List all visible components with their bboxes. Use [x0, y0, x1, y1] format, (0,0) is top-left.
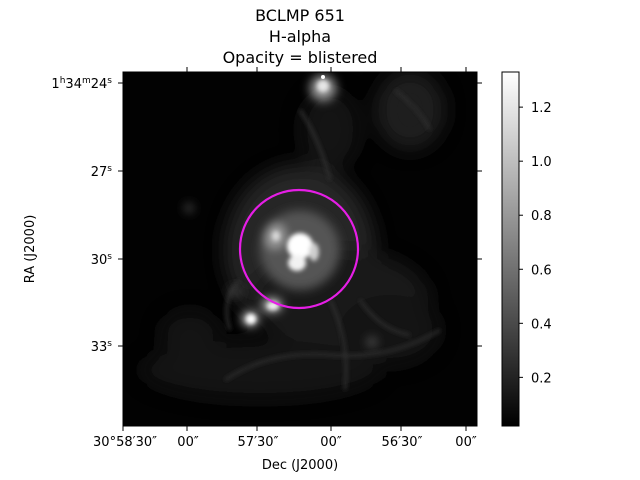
colorbar-tick-label: 1.0	[531, 155, 552, 170]
title-line-1: BCLMP 651	[255, 6, 345, 25]
halpha-image	[123, 72, 477, 426]
aperture-circle	[238, 188, 360, 310]
y-tick-marks	[118, 82, 482, 347]
x-tick-label: 00″	[455, 435, 477, 450]
x-tick-label: 57′30″	[238, 435, 279, 450]
y-tick-label: 30s	[91, 252, 113, 268]
image-frame	[122, 71, 478, 427]
y-tick-label: 27s	[91, 164, 113, 180]
colorbar-tick-label: 0.2	[531, 371, 552, 386]
x-axis-label: Dec (J2000)	[262, 458, 338, 473]
x-tick-label: 00″	[320, 435, 342, 450]
x-tick-label: 00″	[177, 435, 199, 450]
colorbar-tick-label: 0.8	[531, 209, 552, 224]
colorbar-tick-label: 0.4	[531, 317, 552, 332]
y-tick-label: 1h34m24s	[51, 76, 112, 92]
y-axis-label: RA (J2000)	[23, 215, 38, 284]
title-line-3: Opacity = blistered	[222, 48, 378, 67]
x-tick-label: 30°58′30″	[93, 435, 157, 450]
colorbar	[501, 71, 520, 427]
title-line-2: H-alpha	[268, 27, 332, 46]
x-tick-marks	[122, 67, 467, 431]
colorbar-tick-label: 1.2	[531, 101, 552, 116]
x-tick-label: 56′30″	[382, 435, 423, 450]
y-tick-label: 33s	[91, 339, 113, 355]
colorbar-tick-label: 0.6	[531, 263, 552, 278]
colorbar-ticks: 0.2 0.4 0.6 0.8 1.0 1.2	[519, 101, 552, 386]
